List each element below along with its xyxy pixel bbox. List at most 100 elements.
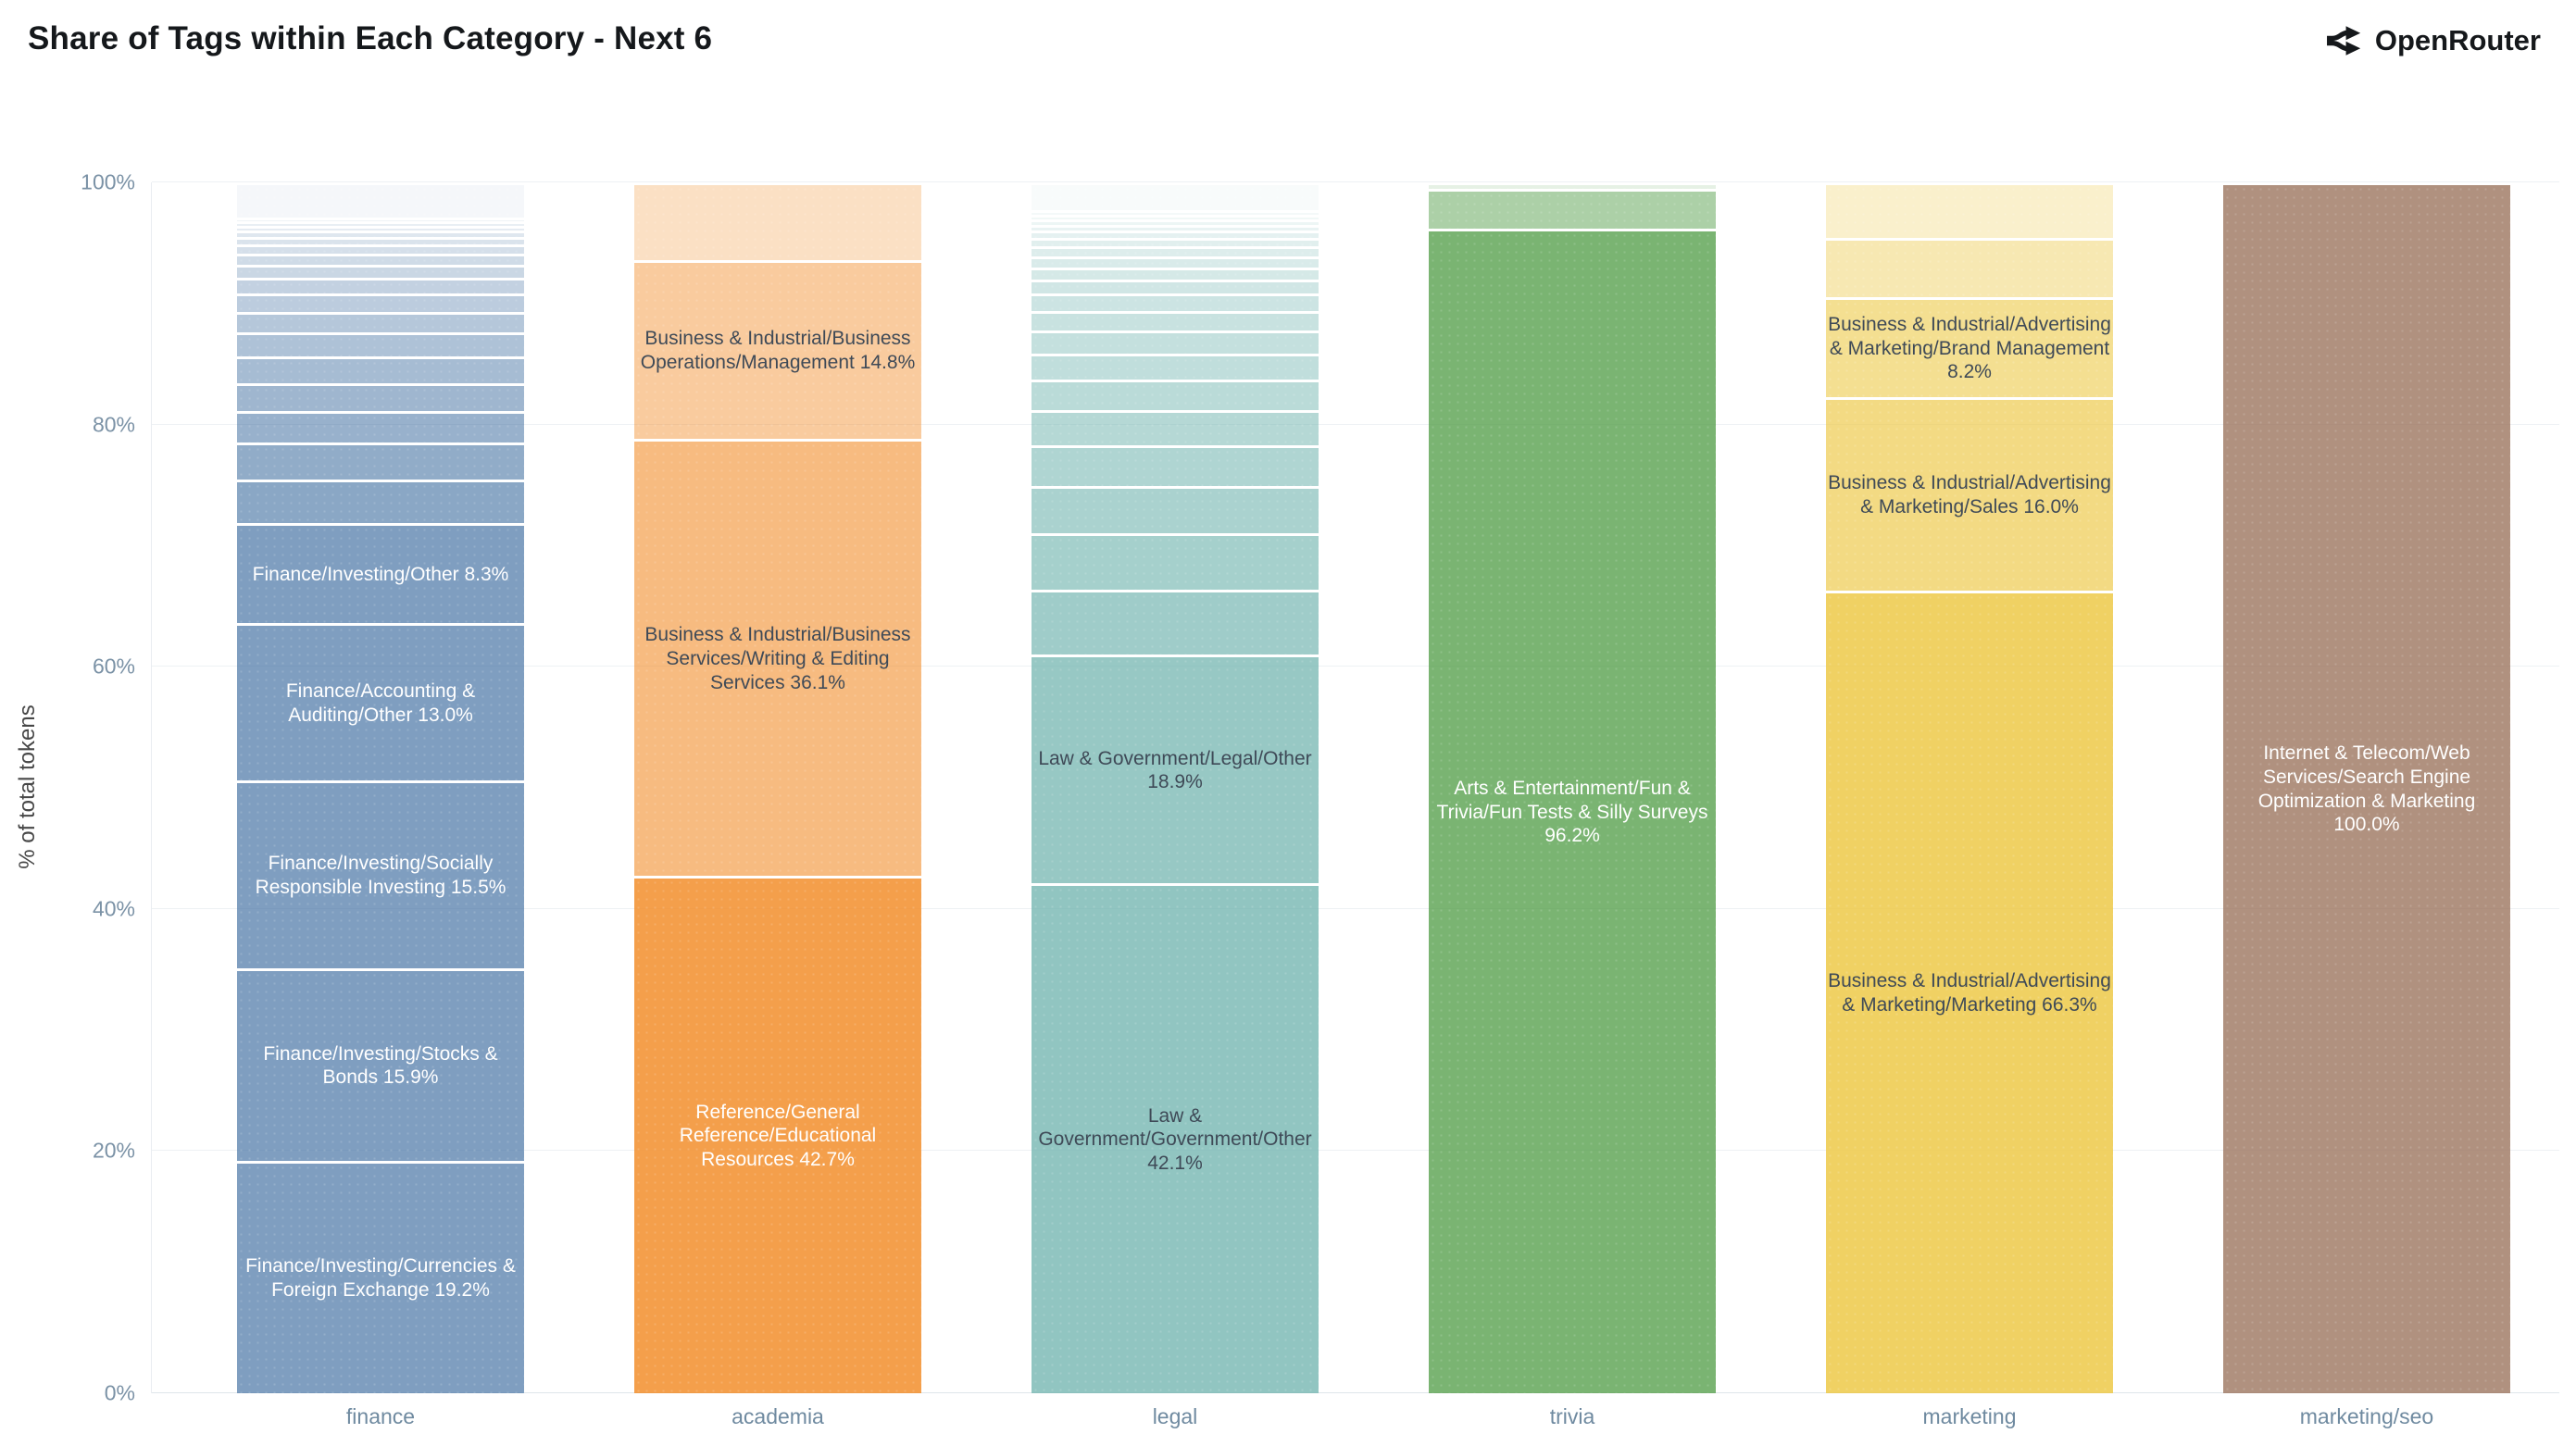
- y-tick-label: 80%: [92, 412, 135, 437]
- segment-label: Business & Industrial/Advertising & Mark…: [1828, 970, 2111, 1016]
- gridline: [152, 1392, 2559, 1393]
- bar-segment[interactable]: [1032, 214, 1319, 220]
- bar-segment[interactable]: [1032, 589, 1319, 655]
- plot-area: 0% 20% 40% 60% 80% 100% Finance/Investing/Curr…: [81, 170, 2559, 1428]
- segment-label: Reference/General Reference/Educational …: [679, 1101, 877, 1171]
- bar-segment[interactable]: [1032, 210, 1319, 215]
- bar-segment[interactable]: Law & Government/Legal/Other 18.9%: [1032, 654, 1319, 884]
- bar-segment[interactable]: [237, 312, 524, 333]
- bar-segment[interactable]: [1032, 533, 1319, 590]
- bar-segment[interactable]: Reference/General Reference/Educational …: [634, 876, 921, 1393]
- bar-segment[interactable]: [1032, 219, 1319, 225]
- bar-segment[interactable]: [1032, 182, 1319, 211]
- bar-segment[interactable]: [1032, 310, 1319, 330]
- x-tick-label-trivia: trivia: [1549, 1404, 1595, 1428]
- bar-segment[interactable]: [634, 182, 921, 260]
- y-tick-label: 20%: [92, 1138, 135, 1163]
- bar-segment[interactable]: [1032, 238, 1319, 247]
- bar-segment[interactable]: [1826, 238, 2113, 298]
- segment-label: Arts & Entertainment/Fun & Trivia/Fun Te…: [1436, 777, 1708, 847]
- bar-segment[interactable]: [237, 293, 524, 313]
- bar-segment[interactable]: [1032, 224, 1319, 231]
- bar-segment[interactable]: [1032, 353, 1319, 380]
- bar-segment[interactable]: [1032, 246, 1319, 257]
- x-tick-label-finance: finance: [345, 1404, 416, 1428]
- bar-trivia: Arts & Entertainment/Fun & Trivia/Fun Te…: [1429, 182, 1716, 1394]
- x-tick-label-academia: academia: [732, 1404, 824, 1428]
- chart-title: Share of Tags within Each Category - Nex…: [28, 20, 713, 56]
- x-tick-label-marketing-seo: marketing/seo: [2299, 1404, 2434, 1428]
- bar-segment[interactable]: Business & Industrial/Advertising & Mark…: [1826, 590, 2113, 1394]
- gridline: [152, 907, 2559, 909]
- y-tick-label: 0%: [104, 1380, 135, 1405]
- bar-segment[interactable]: [1429, 182, 1716, 189]
- bar-segment[interactable]: [1032, 279, 1319, 294]
- bar-segment[interactable]: [1032, 380, 1319, 410]
- bar-segment[interactable]: Finance/Investing/Currencies & Foreign E…: [237, 1160, 524, 1394]
- x-tick-label-marketing: marketing: [1922, 1404, 2017, 1428]
- bar-segment[interactable]: [237, 332, 524, 357]
- bar-segment[interactable]: [1032, 486, 1319, 534]
- segment-label: Finance/Investing/Socially Responsible I…: [255, 853, 506, 899]
- bar-segment[interactable]: [237, 278, 524, 294]
- segment-label: Law & Government/Government/Other 42.1%: [1038, 1104, 1312, 1174]
- segment-label: Finance/Investing/Other 8.3%: [252, 563, 509, 585]
- bar-segment[interactable]: Finance/Investing/Other 8.3%: [237, 522, 524, 624]
- bar-segment[interactable]: [237, 383, 524, 412]
- gridline: [152, 423, 2559, 425]
- bar-segment[interactable]: [1032, 231, 1319, 239]
- segment-label: Business & Industrial/Advertising & Mark…: [1828, 472, 2111, 517]
- bar-segment[interactable]: [1032, 267, 1319, 280]
- bar-marketing: Business & Industrial/Advertising & Mark…: [1826, 182, 2113, 1394]
- x-tick-label-legal: legal: [1152, 1404, 1198, 1428]
- bar-segment[interactable]: [237, 479, 524, 523]
- bar-segment[interactable]: [237, 218, 524, 222]
- bar-marketing-seo: Internet & Telecom/Web Services/Search E…: [2223, 182, 2510, 1393]
- bar-segment[interactable]: [237, 243, 524, 255]
- y-tick-label: 100%: [81, 169, 135, 194]
- bar-segment[interactable]: Business & Industrial/Advertising & Mark…: [1826, 297, 2113, 397]
- brand-name: OpenRouter: [2374, 24, 2541, 56]
- bar-segment[interactable]: [1032, 444, 1319, 487]
- bar-segment[interactable]: Business & Industrial/Advertising & Mark…: [1826, 396, 2113, 592]
- bar-segment[interactable]: [237, 182, 524, 218]
- y-axis-title: % of total tokens: [15, 704, 40, 869]
- bar-segment[interactable]: [237, 231, 524, 237]
- segment-label: Business & Industrial/Business Services/…: [644, 624, 911, 693]
- segment-label: Finance/Investing/Stocks & Bonds 15.9%: [263, 1042, 498, 1089]
- bar-segment[interactable]: [1032, 293, 1319, 312]
- gridline: [152, 181, 2559, 182]
- openrouter-brand[interactable]: OpenRouter: [2323, 20, 2541, 61]
- bar-segment[interactable]: Business & Industrial/Business Operation…: [634, 259, 921, 440]
- bar-segment[interactable]: Finance/Investing/Socially Responsible I…: [237, 780, 524, 968]
- bar-segment[interactable]: [237, 254, 524, 266]
- bar-segment[interactable]: [237, 236, 524, 244]
- bar-segment[interactable]: Finance/Accounting & Auditing/Other 13.0…: [237, 623, 524, 781]
- bar-segment[interactable]: [237, 226, 524, 231]
- openrouter-logo-icon: [2323, 20, 2364, 61]
- bar-segment[interactable]: Law & Government/Government/Other 42.1%: [1032, 883, 1319, 1393]
- bar-segment[interactable]: Arts & Entertainment/Fun & Trivia/Fun Te…: [1429, 228, 1716, 1394]
- bar-legal: Law & Government/Government/Other 42.1% L…: [1032, 182, 1319, 1393]
- bar-segment[interactable]: Internet & Telecom/Web Services/Search E…: [2223, 182, 2510, 1393]
- bar-segment[interactable]: [237, 356, 524, 384]
- bar-segment[interactable]: [237, 265, 524, 279]
- bar-segment[interactable]: [237, 221, 524, 227]
- bar-segment[interactable]: Business & Industrial/Business Services/…: [634, 439, 921, 877]
- bar-segment[interactable]: [1032, 256, 1319, 268]
- segment-label: Business & Industrial/Business Operation…: [640, 328, 916, 373]
- bar-segment[interactable]: [237, 411, 524, 443]
- bar-segment[interactable]: [1826, 182, 2113, 239]
- segment-label: Internet & Telecom/Web Services/Search E…: [2257, 742, 2476, 836]
- bar-finance: Finance/Investing/Currencies & Foreign E…: [237, 182, 524, 1394]
- y-tick-label: 40%: [92, 896, 135, 921]
- segment-label: Business & Industrial/Advertising & Mark…: [1828, 313, 2111, 383]
- y-tick-label: 60%: [92, 654, 135, 679]
- bar-segment[interactable]: [1429, 188, 1716, 229]
- bar-segment[interactable]: [1032, 330, 1319, 354]
- bar-segment[interactable]: [237, 443, 524, 480]
- segment-label: Finance/Investing/Currencies & Foreign E…: [245, 1255, 516, 1301]
- bar-segment[interactable]: Finance/Investing/Stocks & Bonds 15.9%: [237, 967, 524, 1161]
- bar-segment[interactable]: [1032, 409, 1319, 445]
